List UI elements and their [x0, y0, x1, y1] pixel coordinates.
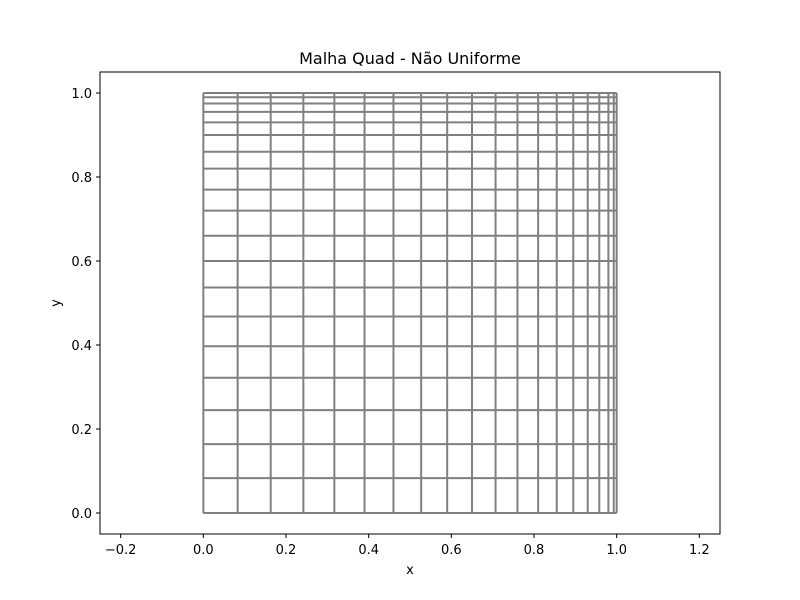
y-axis-ticks: 0.0 0.2 0.4 0.6 0.8 1.0 — [71, 87, 100, 522]
mesh-lines — [202, 92, 618, 514]
x-tick-label: −0.2 — [105, 543, 137, 558]
x-tick-label: 0.6 — [441, 543, 462, 558]
x-tick-label: 1.2 — [689, 543, 710, 558]
chart-title: Malha Quad - Não Uniforme — [299, 49, 521, 68]
y-axis-label: y — [49, 299, 64, 307]
y-tick-label: 0.2 — [71, 423, 92, 438]
y-tick-label: 0.0 — [71, 507, 92, 522]
y-tick-label: 0.8 — [71, 171, 92, 186]
x-tick-label: 0.0 — [193, 543, 214, 558]
x-tick-label: 0.4 — [358, 543, 379, 558]
axes-frame — [99, 71, 721, 535]
x-axis-label: x — [406, 563, 414, 578]
y-tick-label: 1.0 — [71, 87, 92, 102]
x-axis-ticks: −0.2 0.0 0.2 0.4 0.6 0.8 1.0 1.2 — [105, 534, 710, 558]
x-tick-label: 0.8 — [524, 543, 545, 558]
y-tick-label: 0.6 — [71, 255, 92, 270]
x-tick-label: 0.2 — [276, 543, 297, 558]
x-tick-label: 1.0 — [606, 543, 627, 558]
y-tick-label: 0.4 — [71, 339, 92, 354]
